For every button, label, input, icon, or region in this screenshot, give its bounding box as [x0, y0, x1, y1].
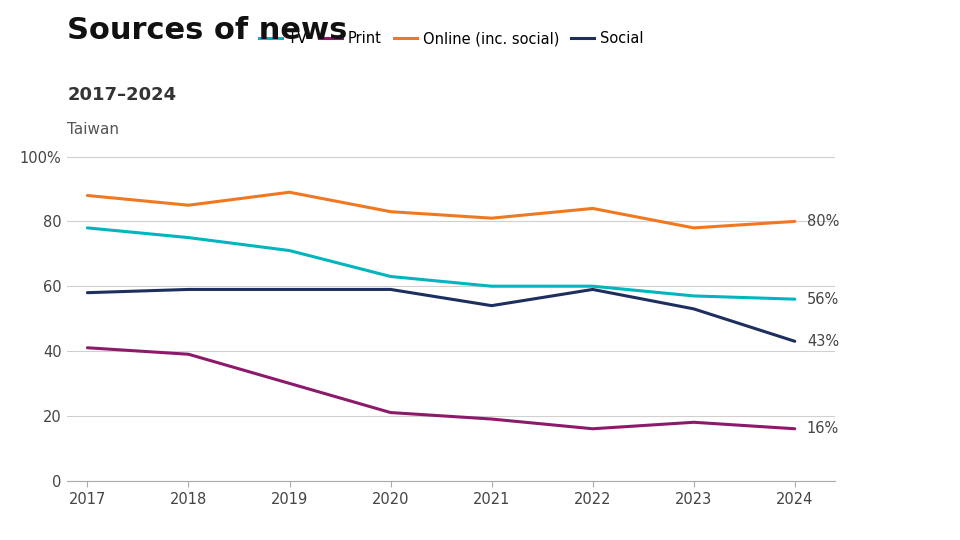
Text: 2017–2024: 2017–2024: [67, 86, 177, 104]
Text: 43%: 43%: [807, 334, 839, 349]
Legend: TV, Print, Online (inc. social), Social: TV, Print, Online (inc. social), Social: [253, 25, 649, 52]
Text: 16%: 16%: [807, 421, 839, 436]
Text: Taiwan: Taiwan: [67, 122, 119, 137]
Text: 80%: 80%: [807, 214, 839, 229]
Text: Sources of news: Sources of news: [67, 16, 348, 45]
Text: 56%: 56%: [807, 292, 839, 307]
